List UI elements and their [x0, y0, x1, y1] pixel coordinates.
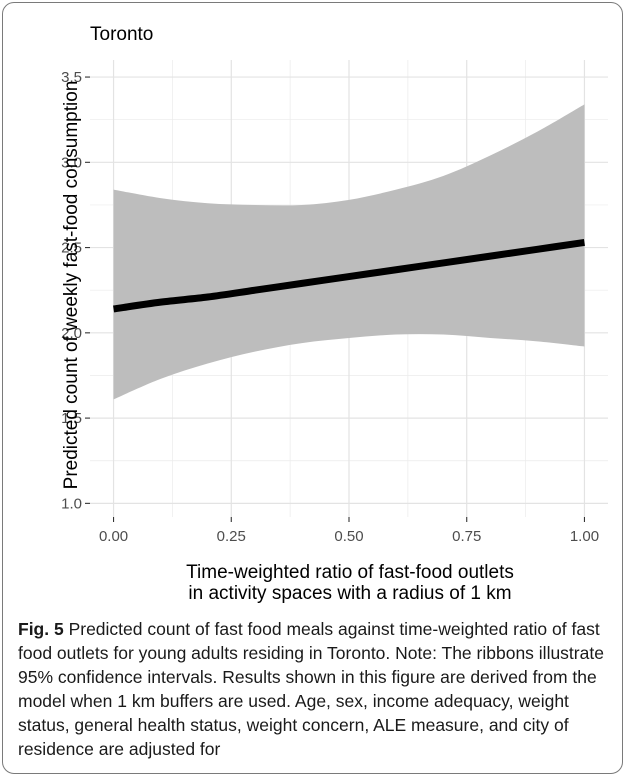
x-tick-label: 0.75 [452, 528, 481, 545]
y-axis-ticks: 1.0 1.5 2.0 2.5 3.0 3.5 [61, 69, 90, 512]
chart-title: Toronto [90, 24, 153, 45]
y-tick-label: 1.0 [61, 495, 82, 512]
x-tick-label: 0.50 [334, 528, 363, 545]
y-tick-label: 3.5 [61, 69, 82, 86]
line-layer [113, 238, 585, 313]
caption-text: Predicted count of fast food meals again… [18, 619, 604, 759]
ribbon-layer [113, 104, 585, 400]
x-axis-label-line-2: in activity spaces with a radius of 1 km [188, 583, 511, 604]
x-tick-label: 0.25 [217, 528, 246, 545]
chart: Toronto 0.00 0.25 0.50 0.75 1.00 1.0 1.5 2.0 2.… [61, 24, 608, 604]
y-tick-label: 2.5 [61, 240, 82, 257]
x-axis-ticks: 0.00 0.25 0.50 0.75 1.00 [99, 517, 599, 545]
y-tick-label: 2.0 [61, 325, 82, 342]
x-tick-label: 1.00 [570, 528, 599, 545]
x-tick-label: 0.00 [99, 528, 128, 545]
y-tick-label: 3.0 [61, 154, 82, 171]
confidence-ribbon [113, 104, 585, 400]
y-axis-label: Predicted count of weekly fast-food cons… [61, 81, 82, 490]
y-tick-label: 1.5 [61, 410, 82, 427]
caption-label: Fig. 5 [18, 619, 64, 639]
figure-caption: Fig. 5 Predicted count of fast food meal… [18, 617, 610, 761]
predicted-line [113, 238, 585, 313]
x-axis-label-line-1: Time-weighted ratio of fast-food outlets [186, 562, 514, 583]
